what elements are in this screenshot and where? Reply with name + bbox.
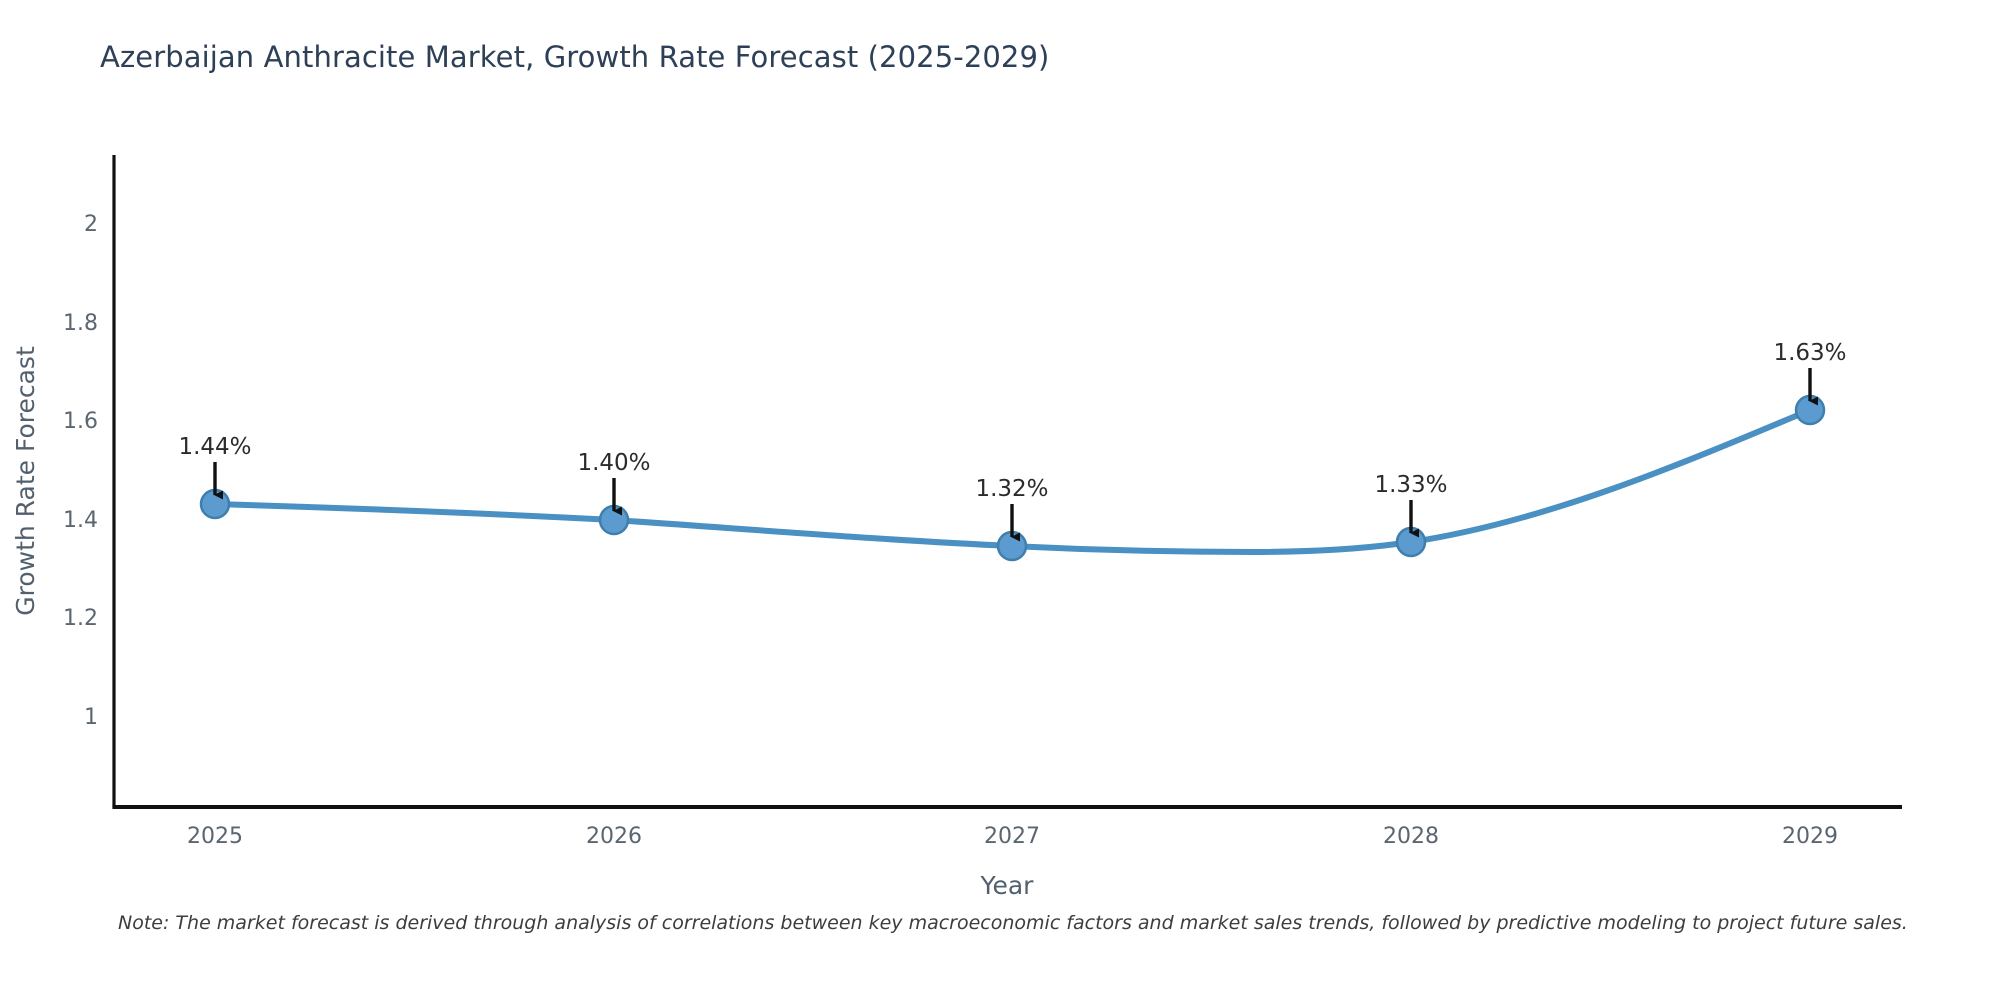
y-tick-label: 1.8 [63,311,98,336]
data-point-label: 1.32% [975,476,1048,502]
data-point-label: 1.63% [1773,340,1846,366]
data-point-label: 1.44% [178,434,251,460]
data-point-label: 1.40% [577,450,650,476]
x-tick-label: 2027 [984,824,1040,849]
x-tick-label: 2026 [586,824,642,849]
data-line-series [212,407,1813,555]
x-tick-label: 2028 [1383,824,1439,849]
x-tick-label: 2029 [1782,824,1838,849]
y-tick-label: 1.4 [63,508,98,533]
x-axis-title: Year [980,871,1035,900]
chart-footnote: Note: The market forecast is derived thr… [118,912,1908,934]
data-point-label: 1.33% [1374,472,1447,498]
y-tick-label: 1.6 [63,409,98,434]
y-axis-title: Growth Rate Forecast [11,346,40,616]
x-tick-label: 2025 [187,824,243,849]
y-tick-label: 2 [84,212,98,237]
y-tick-label: 1.2 [63,606,98,631]
y-tick-label: 1 [84,705,98,730]
chart-title: Azerbaijan Anthracite Market, Growth Rat… [100,40,1050,74]
